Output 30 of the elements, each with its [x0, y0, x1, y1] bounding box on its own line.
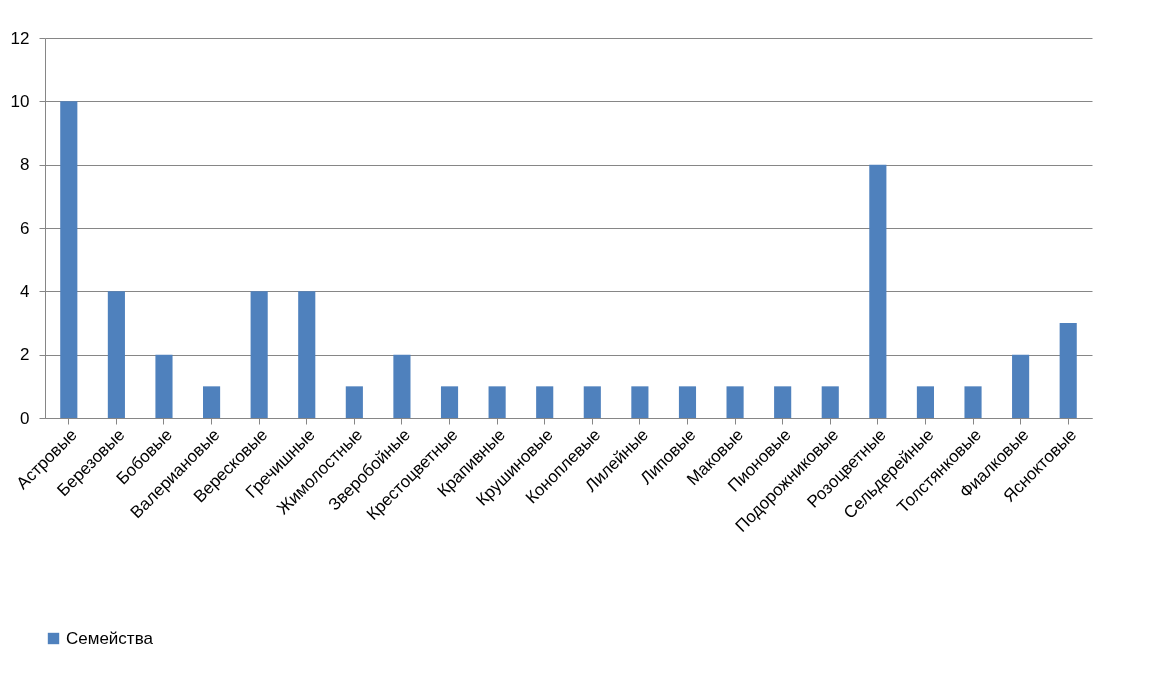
bar	[60, 101, 78, 418]
bar	[869, 164, 887, 418]
y-tick-label: 2	[20, 345, 30, 365]
bar	[1012, 354, 1030, 418]
y-tick-label: 8	[20, 155, 30, 175]
bar	[678, 386, 697, 418]
legend-label: Семейства	[66, 628, 154, 648]
bar	[107, 291, 125, 418]
bar	[821, 386, 839, 418]
bar	[488, 386, 506, 418]
bar	[203, 386, 221, 418]
bar	[536, 386, 554, 418]
y-tick-label: 6	[20, 218, 30, 238]
bar	[916, 386, 934, 418]
y-tick-label: 12	[10, 28, 30, 48]
y-tick-label: 4	[20, 281, 30, 301]
bar	[345, 386, 363, 418]
bar	[726, 386, 744, 418]
bar	[155, 354, 173, 418]
bar	[393, 354, 411, 418]
bar	[250, 291, 268, 418]
bar	[298, 291, 316, 418]
bar	[1059, 323, 1077, 418]
bar	[583, 386, 601, 418]
bar	[440, 386, 459, 418]
bar	[774, 386, 792, 418]
y-tick-label: 10	[10, 91, 30, 111]
bar	[631, 386, 649, 418]
bar	[964, 386, 982, 418]
y-tick-label: 0	[20, 408, 30, 428]
